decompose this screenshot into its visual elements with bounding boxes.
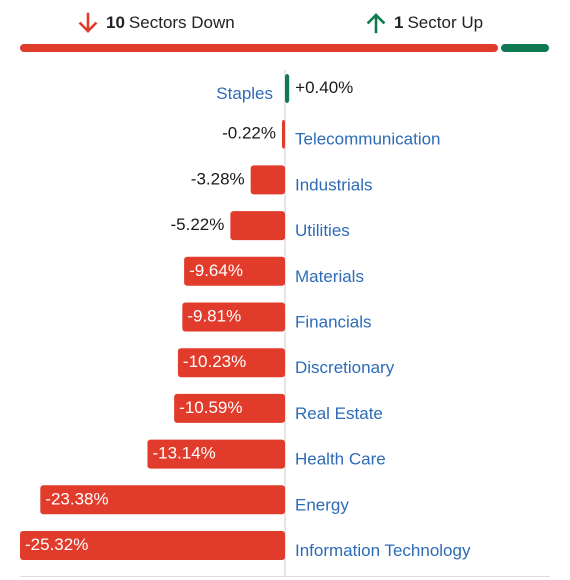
bar-utilities[interactable] bbox=[230, 211, 285, 241]
value-label: -3.28% bbox=[191, 169, 245, 188]
category-label[interactable]: Real Estate bbox=[295, 404, 383, 423]
sectors-down-share-bar bbox=[20, 44, 498, 52]
category-label[interactable]: Utilities bbox=[295, 221, 350, 240]
bar-information-technology[interactable] bbox=[20, 531, 285, 560]
sectors-down-label: Sectors Down bbox=[128, 13, 235, 32]
bar-energy[interactable] bbox=[40, 485, 285, 515]
category-label[interactable]: Discretionary bbox=[295, 358, 395, 377]
category-label[interactable]: Materials bbox=[295, 267, 364, 286]
category-label[interactable]: Financials bbox=[295, 313, 372, 332]
value-label: -5.22% bbox=[170, 215, 224, 234]
bar-materials[interactable] bbox=[184, 256, 285, 286]
bar-telecommunication[interactable] bbox=[282, 119, 285, 149]
value-label: -23.38% bbox=[45, 489, 108, 508]
sectors-up-label: Sector Up bbox=[407, 13, 484, 32]
bar-discretionary[interactable] bbox=[177, 348, 285, 378]
sectors-down-count: 10 bbox=[106, 13, 125, 32]
value-label: -9.64% bbox=[189, 261, 243, 280]
arrow-down-icon bbox=[78, 12, 98, 33]
bar-staples[interactable] bbox=[285, 74, 290, 103]
sectors-up-summary: 1 Sector Up bbox=[366, 10, 483, 36]
value-label: -10.23% bbox=[183, 352, 246, 371]
category-label[interactable]: Telecommunication bbox=[295, 130, 441, 149]
value-label: -13.14% bbox=[152, 444, 215, 463]
category-label[interactable]: Health Care bbox=[295, 450, 386, 469]
bar-financials[interactable] bbox=[182, 302, 285, 332]
category-label[interactable]: Information Technology bbox=[295, 541, 471, 560]
category-label[interactable]: Energy bbox=[295, 495, 349, 514]
bar-real-estate[interactable] bbox=[174, 393, 285, 423]
value-label: -0.22% bbox=[222, 124, 276, 143]
sectors-up-share-bar bbox=[501, 44, 549, 52]
value-label: -25.32% bbox=[25, 535, 88, 554]
value-label: -10.59% bbox=[179, 398, 242, 417]
bar-industrials[interactable] bbox=[250, 165, 285, 195]
category-label[interactable]: Industrials bbox=[295, 175, 372, 194]
value-label: +0.40% bbox=[295, 78, 353, 97]
bar-health-care[interactable] bbox=[147, 439, 285, 469]
sectors-up-count: 1 bbox=[394, 13, 404, 32]
sectors-down-summary: 10 Sectors Down bbox=[78, 10, 235, 36]
value-label: -9.81% bbox=[187, 307, 241, 326]
arrow-up-icon bbox=[366, 13, 386, 34]
category-label[interactable]: Staples bbox=[216, 84, 273, 103]
bottom-divider bbox=[20, 576, 550, 577]
